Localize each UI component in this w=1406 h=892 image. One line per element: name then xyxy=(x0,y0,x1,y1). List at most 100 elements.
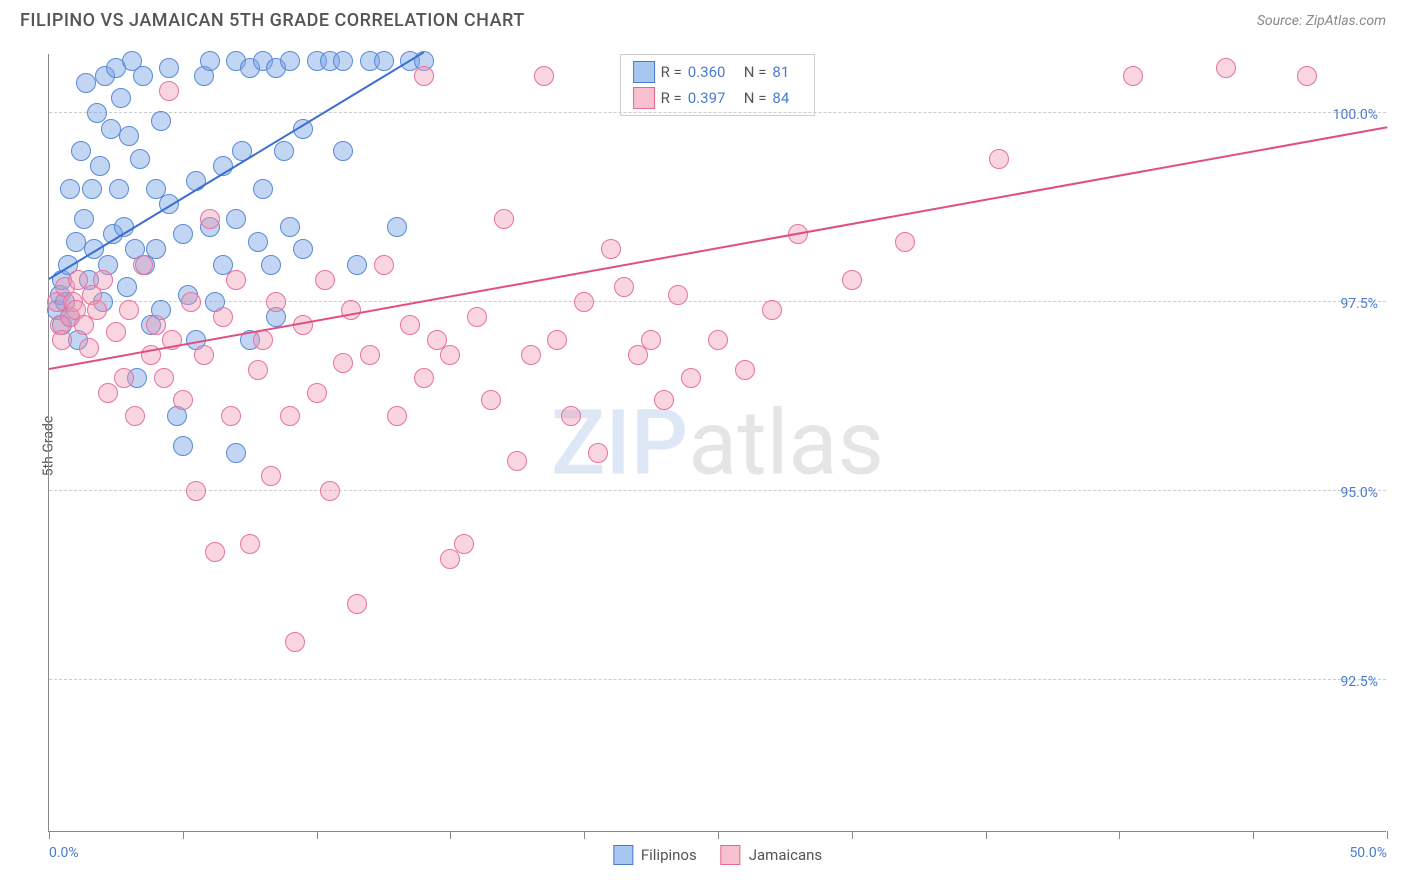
data-point xyxy=(601,239,621,259)
data-point xyxy=(387,406,407,426)
legend-r-label: R = xyxy=(661,63,682,81)
data-point xyxy=(66,232,86,252)
legend-r-value: 0.397 xyxy=(688,89,738,107)
data-point xyxy=(762,300,782,320)
data-point xyxy=(280,217,300,237)
data-point xyxy=(173,224,193,244)
data-point xyxy=(221,406,241,426)
data-point xyxy=(333,353,353,373)
data-point xyxy=(133,66,153,86)
data-point xyxy=(173,390,193,410)
data-point xyxy=(547,330,567,350)
legend-n-value: 81 xyxy=(772,63,802,81)
data-point xyxy=(454,534,474,554)
x-tick xyxy=(1253,831,1254,839)
watermark: ZIPatlas xyxy=(551,390,884,495)
data-point xyxy=(374,255,394,275)
x-tick xyxy=(1119,831,1120,839)
data-point xyxy=(293,239,313,259)
data-point xyxy=(708,330,728,350)
data-point xyxy=(79,338,99,358)
data-point xyxy=(159,58,179,78)
data-point xyxy=(347,255,367,275)
data-point xyxy=(467,307,487,327)
data-point xyxy=(154,368,174,388)
legend-n-label: N = xyxy=(744,63,767,81)
data-point xyxy=(76,73,96,93)
data-point xyxy=(895,232,915,252)
series-legend-label: Filipinos xyxy=(641,846,697,864)
chart-plot-area: ZIPatlas R =0.360N =81R =0.397N =84 Fili… xyxy=(48,54,1386,832)
data-point xyxy=(360,345,380,365)
data-point xyxy=(440,345,460,365)
x-tick xyxy=(183,831,184,839)
data-point xyxy=(842,270,862,290)
data-point xyxy=(146,315,166,335)
data-point xyxy=(226,443,246,463)
x-tick xyxy=(986,831,987,839)
data-point xyxy=(87,300,107,320)
y-tick-label: 95.0% xyxy=(1340,485,1378,501)
data-point xyxy=(253,179,273,199)
data-point xyxy=(114,368,134,388)
x-tick xyxy=(49,831,50,839)
data-point xyxy=(735,360,755,380)
x-tick xyxy=(584,831,585,839)
series-legend-item: Filipinos xyxy=(613,845,697,865)
data-point xyxy=(341,300,361,320)
data-point xyxy=(133,255,153,275)
data-point xyxy=(253,330,273,350)
series-legend: Filipinos Jamaicans xyxy=(613,845,822,865)
grid-line xyxy=(49,679,1386,680)
data-point xyxy=(90,156,110,176)
data-point xyxy=(320,481,340,501)
data-point xyxy=(109,179,129,199)
legend-swatch xyxy=(613,845,633,865)
data-point xyxy=(1123,66,1143,86)
data-point xyxy=(194,345,214,365)
data-point xyxy=(561,406,581,426)
data-point xyxy=(82,179,102,199)
data-point xyxy=(315,270,335,290)
legend-row: R =0.360N =81 xyxy=(633,59,803,85)
data-point xyxy=(74,209,94,229)
data-point xyxy=(261,466,281,486)
data-point xyxy=(285,632,305,652)
data-point xyxy=(614,277,634,297)
data-point xyxy=(119,126,139,146)
data-point xyxy=(200,209,220,229)
data-point xyxy=(151,111,171,131)
data-point xyxy=(181,292,201,312)
grid-line xyxy=(49,112,1386,113)
data-point xyxy=(1216,58,1236,78)
data-point xyxy=(414,66,434,86)
data-point xyxy=(333,141,353,161)
data-point xyxy=(274,141,294,161)
data-point xyxy=(333,51,353,71)
y-tick-label: 97.5% xyxy=(1340,296,1378,312)
data-point xyxy=(125,406,145,426)
data-point xyxy=(681,368,701,388)
data-point xyxy=(307,383,327,403)
series-legend-label: Jamaicans xyxy=(749,846,822,864)
data-point xyxy=(111,88,131,108)
grid-line xyxy=(49,301,1386,302)
data-point xyxy=(101,119,121,139)
data-point xyxy=(159,81,179,101)
x-tick-label: 0.0% xyxy=(49,845,79,861)
data-point xyxy=(186,481,206,501)
data-point xyxy=(106,322,126,342)
data-point xyxy=(173,436,193,456)
data-point xyxy=(226,270,246,290)
data-point xyxy=(130,149,150,169)
data-point xyxy=(60,179,80,199)
data-point xyxy=(534,66,554,86)
data-point xyxy=(280,406,300,426)
data-point xyxy=(98,383,118,403)
series-legend-item: Jamaicans xyxy=(721,845,822,865)
data-point xyxy=(574,292,594,312)
data-point xyxy=(71,141,91,161)
data-point xyxy=(494,209,514,229)
x-tick-label: 50.0% xyxy=(1349,845,1387,861)
data-point xyxy=(52,330,72,350)
